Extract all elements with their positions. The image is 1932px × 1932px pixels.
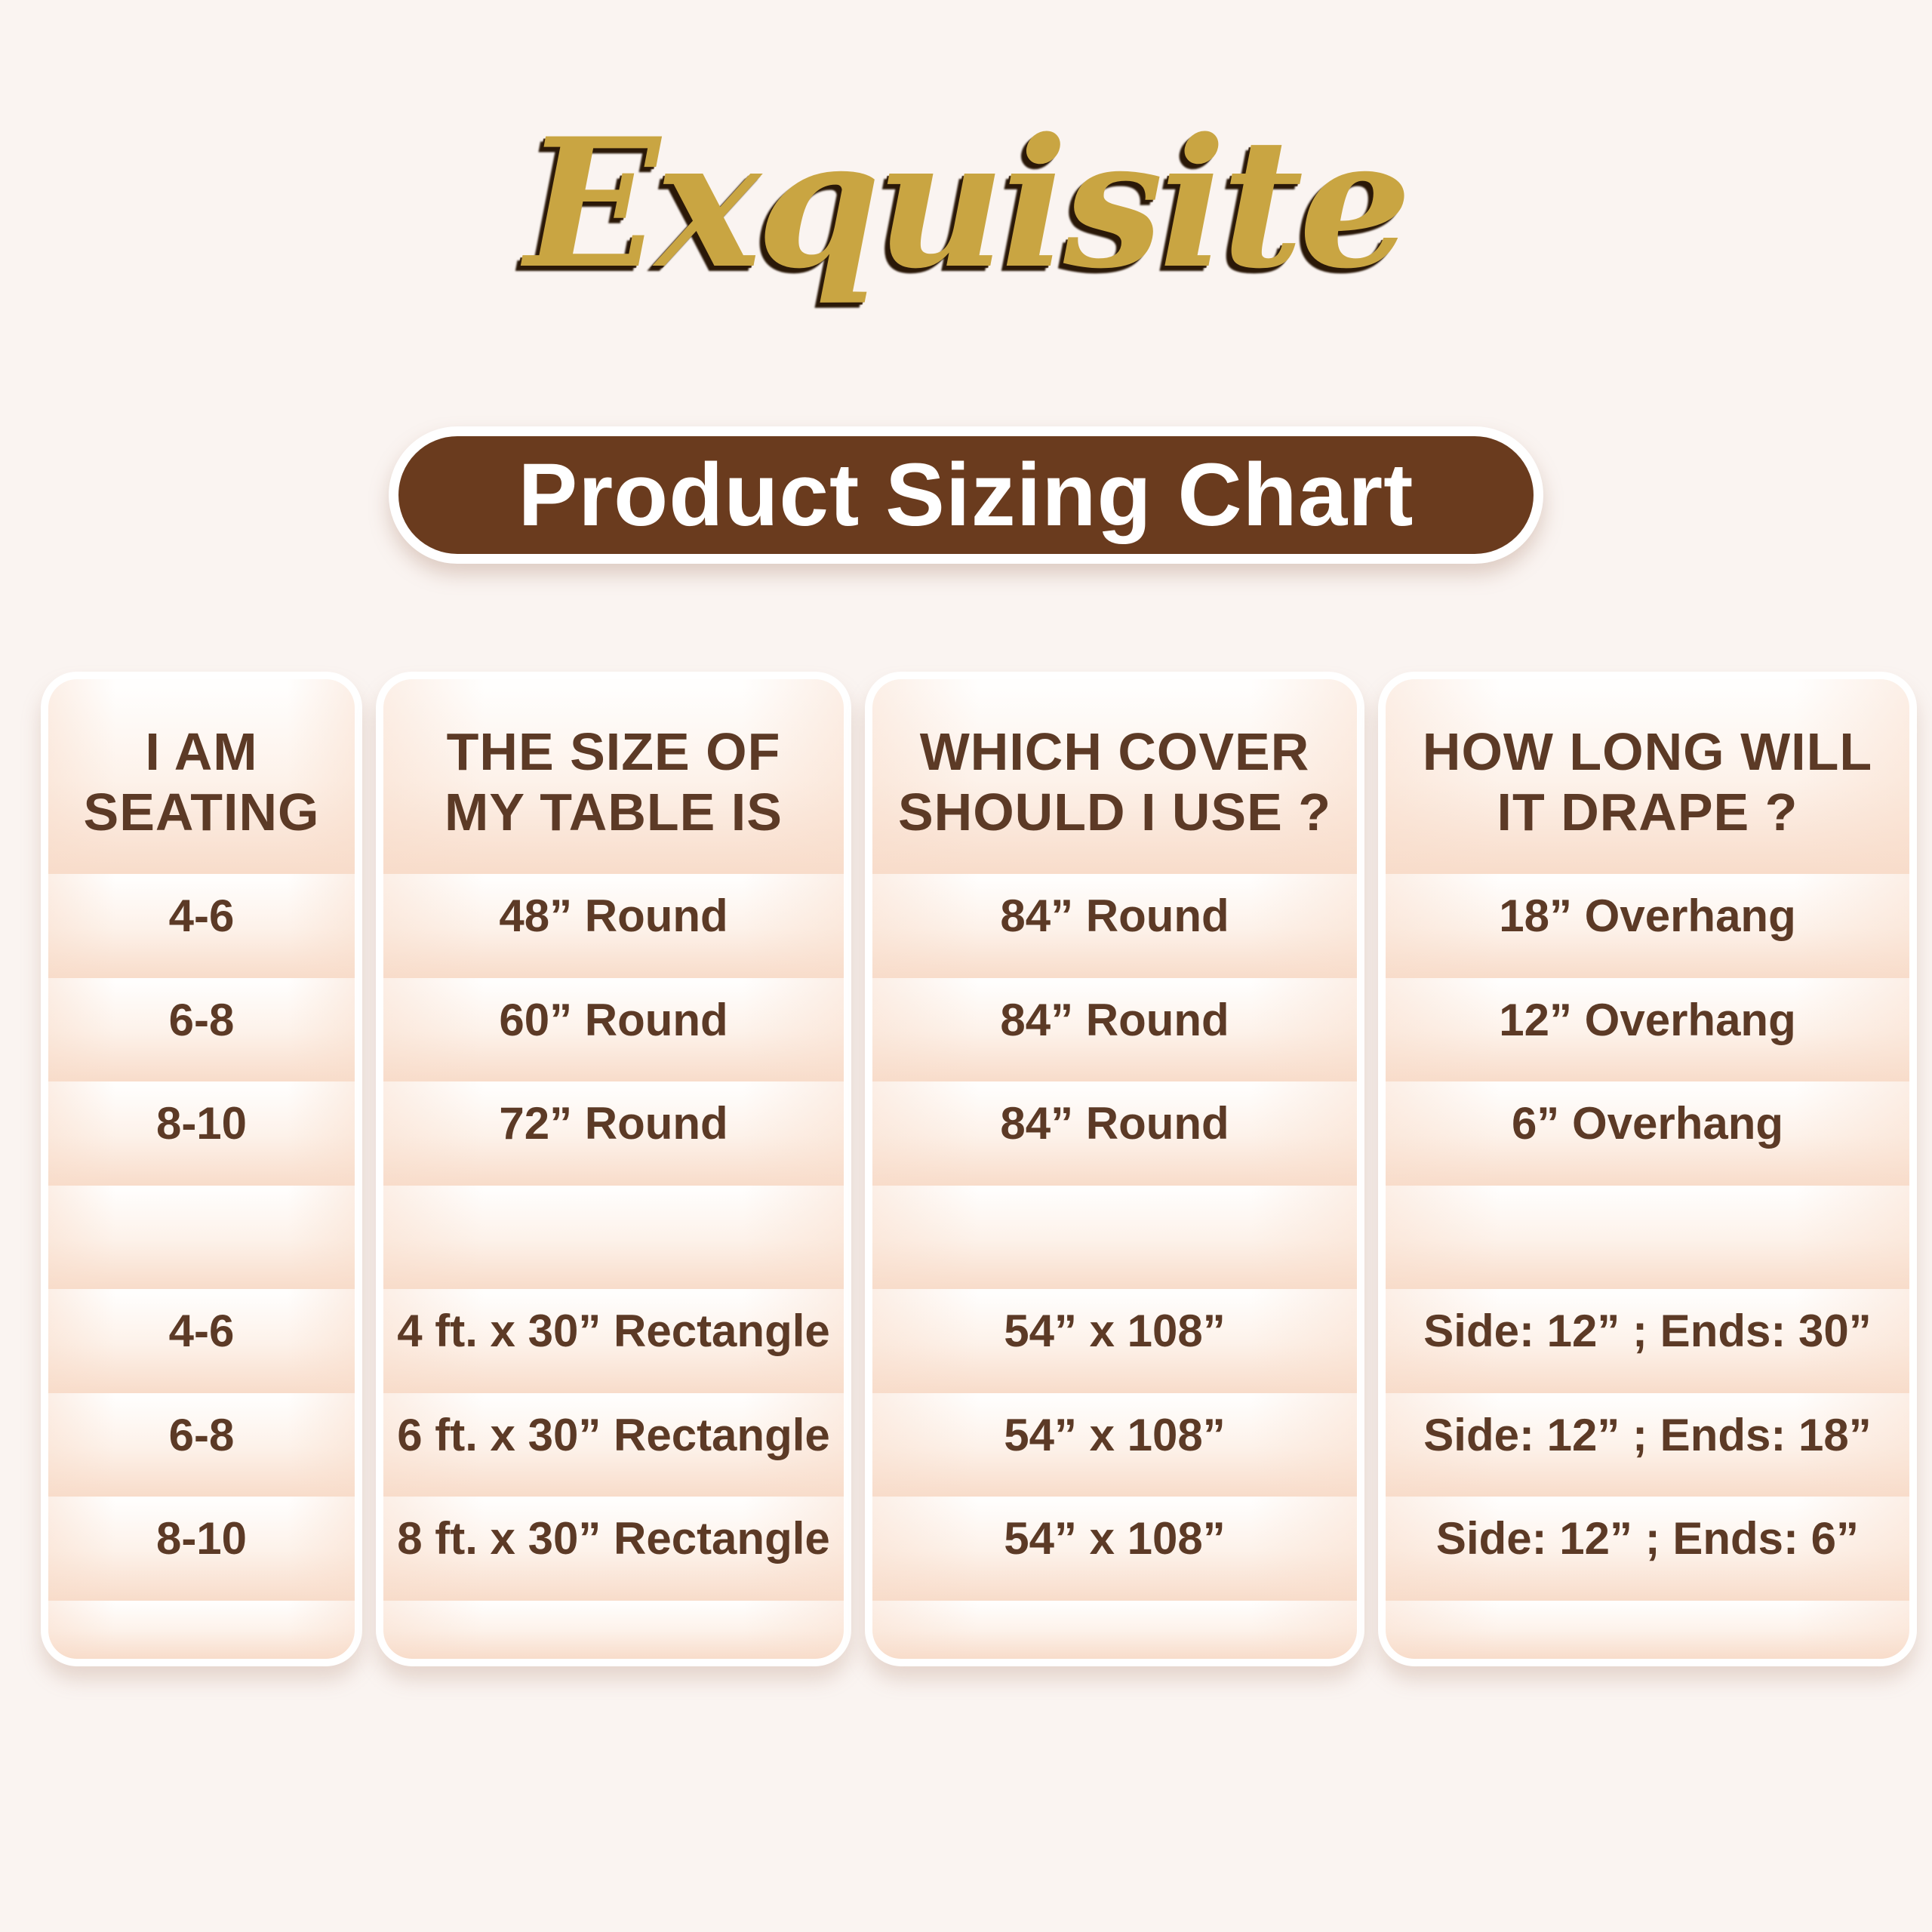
cell-value: 4-6 <box>168 1306 235 1357</box>
table-cell: 48” Round <box>383 874 844 978</box>
cell-value: Side: 12” ; Ends: 18” <box>1423 1409 1872 1460</box>
cell-value: 8-10 <box>155 1098 248 1149</box>
table-cell: Side: 12” ; Ends: 6” <box>1386 1497 1909 1601</box>
cell-value: 12” Overhang <box>1499 994 1796 1045</box>
card-filler <box>1386 1600 1909 1659</box>
column-card-cover: WHICH COVER SHOULD I USE ? 84” Round 84”… <box>865 672 1364 1666</box>
cell-value: 6-8 <box>168 994 235 1045</box>
table-cell-empty <box>1386 1185 1909 1289</box>
cell-value: 8 ft. x 30” Rectangle <box>397 1513 830 1564</box>
table-cell-empty <box>48 1185 355 1289</box>
cell-value: 60” Round <box>499 994 728 1045</box>
column-card-table-size: THE SIZE OF MY TABLE IS 48” Round 60” Ro… <box>376 672 851 1666</box>
column-header-seating: I AM SEATING <box>48 679 355 874</box>
cell-value: 6-8 <box>168 1409 235 1460</box>
cell-value: 4-6 <box>168 891 235 942</box>
cell-value: 54” x 108” <box>1004 1306 1226 1357</box>
header-line: THE SIZE OF <box>446 722 781 781</box>
cell-value: 48” Round <box>499 891 728 942</box>
cell-value: 84” Round <box>1000 1098 1229 1149</box>
header-line: WHICH COVER <box>919 722 1310 781</box>
table-cell: 6-8 <box>48 977 355 1081</box>
column-header-table-size: THE SIZE OF MY TABLE IS <box>383 679 844 874</box>
table-cell: 12” Overhang <box>1386 977 1909 1081</box>
table-cell: 6” Overhang <box>1386 1081 1909 1186</box>
card-filler <box>48 1600 355 1659</box>
cell-value: Side: 12” ; Ends: 30” <box>1423 1306 1872 1357</box>
brand-logo-area: Exquisite <box>0 45 1932 362</box>
brand-logo: Exquisite <box>525 99 1411 308</box>
cell-value: 6” Overhang <box>1511 1098 1784 1149</box>
table-cell: 54” x 108” <box>872 1497 1357 1601</box>
column-header-cover: WHICH COVER SHOULD I USE ? <box>872 679 1357 874</box>
cell-value: 84” Round <box>1000 994 1229 1045</box>
table-cell: 84” Round <box>872 1081 1357 1186</box>
cell-value: 18” Overhang <box>1499 891 1796 942</box>
sizing-table: I AM SEATING 4-6 6-8 8-10 4-6 6-8 8-10 T… <box>41 672 1917 1666</box>
column-card-drape: HOW LONG WILL IT DRAPE ? 18” Overhang 12… <box>1378 672 1917 1666</box>
table-cell: 60” Round <box>383 977 844 1081</box>
page-title: Product Sizing Chart <box>518 445 1414 545</box>
cell-value: Side: 12” ; Ends: 6” <box>1435 1513 1860 1564</box>
cell-value: 54” x 108” <box>1004 1409 1226 1460</box>
table-cell: Side: 12” ; Ends: 30” <box>1386 1289 1909 1393</box>
table-cell: 54” x 108” <box>872 1392 1357 1497</box>
table-cell: 18” Overhang <box>1386 874 1909 978</box>
cell-value: 6 ft. x 30” Rectangle <box>397 1409 830 1460</box>
table-cell: Side: 12” ; Ends: 18” <box>1386 1392 1909 1497</box>
header-line: SEATING <box>83 783 320 841</box>
card-filler <box>383 1600 844 1659</box>
table-cell-empty <box>872 1185 1357 1289</box>
table-cell: 8-10 <box>48 1081 355 1186</box>
cell-value: 54” x 108” <box>1004 1513 1226 1564</box>
cell-value: 8-10 <box>155 1513 248 1564</box>
header-line: SHOULD I USE ? <box>897 783 1332 841</box>
header-line: HOW LONG WILL <box>1422 722 1873 781</box>
table-cell: 4-6 <box>48 1289 355 1393</box>
table-cell: 6 ft. x 30” Rectangle <box>383 1392 844 1497</box>
table-cell: 84” Round <box>872 977 1357 1081</box>
card-filler <box>872 1600 1357 1659</box>
table-cell: 8 ft. x 30” Rectangle <box>383 1497 844 1601</box>
title-banner: Product Sizing Chart <box>389 426 1543 564</box>
cell-value: 4 ft. x 30” Rectangle <box>397 1306 830 1357</box>
table-cell: 4 ft. x 30” Rectangle <box>383 1289 844 1393</box>
cell-value: 84” Round <box>1000 891 1229 942</box>
table-cell: 72” Round <box>383 1081 844 1186</box>
header-line: I AM <box>145 722 258 781</box>
header-line: IT DRAPE ? <box>1497 783 1798 841</box>
table-cell: 8-10 <box>48 1497 355 1601</box>
table-cell: 84” Round <box>872 874 1357 978</box>
table-cell: 6-8 <box>48 1392 355 1497</box>
table-cell: 54” x 108” <box>872 1289 1357 1393</box>
column-header-drape: HOW LONG WILL IT DRAPE ? <box>1386 679 1909 874</box>
table-cell: 4-6 <box>48 874 355 978</box>
column-card-seating: I AM SEATING 4-6 6-8 8-10 4-6 6-8 8-10 <box>41 672 362 1666</box>
table-cell-empty <box>383 1185 844 1289</box>
cell-value: 72” Round <box>499 1098 728 1149</box>
header-line: MY TABLE IS <box>445 783 783 841</box>
